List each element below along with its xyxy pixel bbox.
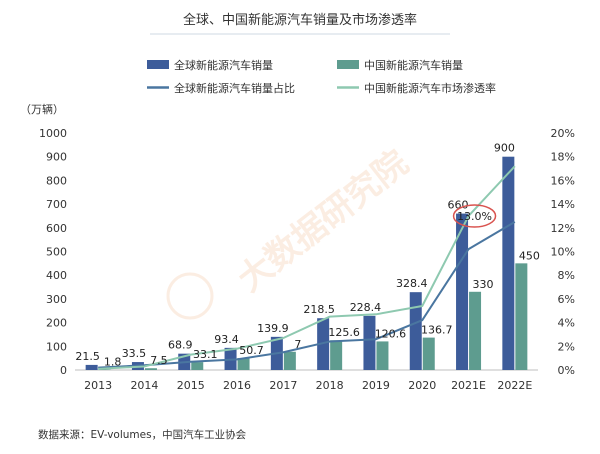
bar-data-label: 68.9: [168, 339, 193, 352]
y-right-tick-label: 14%: [551, 198, 575, 211]
y-right-tick-label: 10%: [551, 246, 575, 259]
bar-data-label: 139.9: [257, 322, 289, 335]
bar-data-label: 218.5: [303, 303, 335, 316]
lines: [98, 165, 516, 370]
bar-china: [283, 351, 296, 370]
y-left-tick-label: 800: [46, 174, 67, 187]
y-right-tick-label: 0%: [558, 364, 575, 377]
line-series-global-share: [98, 221, 516, 369]
bar-data-label: 7.5: [150, 354, 168, 367]
bar-data-label: 33.5: [122, 347, 147, 360]
y-right-tick-label: 16%: [551, 174, 575, 187]
bar-data-label: 125.6: [328, 326, 360, 339]
bar-china: [376, 341, 389, 370]
bar-data-label: 660: [448, 199, 469, 212]
bar-global: [363, 315, 376, 370]
bar-china: [422, 337, 435, 370]
chart-title: 全球、中国新能源汽车销量及市场渗透率: [183, 12, 417, 28]
y-left-tick-label: 500: [46, 246, 67, 259]
y-right-tick-label: 18%: [551, 151, 575, 164]
bar-data-label: 7: [294, 338, 301, 351]
y-left-tick-label: 200: [46, 317, 67, 330]
x-tick-label: 2022E: [497, 379, 532, 392]
legend-label: 全球新能源汽车销量: [174, 58, 273, 72]
bar-global: [85, 364, 98, 370]
bars: [85, 156, 528, 370]
bar-china: [144, 368, 157, 370]
y-left-tick-label: 0: [60, 364, 67, 377]
bar-china: [237, 357, 250, 370]
x-tick-label: 2018: [316, 379, 344, 392]
x-tick-label: 2014: [130, 379, 158, 392]
y-right-tick-label: 8%: [558, 269, 575, 282]
bar-global: [317, 318, 330, 370]
x-tick-label: 2016: [223, 379, 251, 392]
bar-data-label: 450: [519, 249, 540, 262]
watermark-logo-icon: [166, 272, 214, 320]
x-tick-label: 2020: [408, 379, 436, 392]
bar-china: [191, 362, 204, 370]
watermark-text: 大数据研究院: [231, 143, 416, 300]
legend-swatch: [337, 60, 359, 69]
bar-data-label: 50.7: [239, 344, 264, 357]
x-tick-label: 2021E: [451, 379, 486, 392]
y-left-tick-label: 900: [46, 151, 67, 164]
legend-label: 全球新能源汽车销量占比: [174, 81, 295, 95]
bar-data-label: 93.4: [214, 333, 239, 346]
y-left-tick-label: 600: [46, 222, 67, 235]
annotation-circle: [452, 204, 497, 228]
bar-china: [330, 340, 343, 370]
bar-data-label: 120.6: [375, 327, 407, 340]
watermark: 大数据研究院: [166, 143, 416, 320]
bar-data-label: 900: [494, 142, 515, 155]
source-note: 数据来源：EV-volumes，中国汽车工业协会: [38, 428, 247, 441]
legend-label: 中国新能源汽车市场渗透率: [364, 81, 496, 95]
y-left-tick-label: 400: [46, 269, 67, 282]
y-right-tick-label: 4%: [558, 317, 575, 330]
y-left-tick-label: 1000: [39, 127, 67, 140]
bar-global: [409, 292, 422, 370]
bar-data-label: 328.4: [396, 277, 428, 290]
y-right-tick-label: 2%: [558, 340, 575, 353]
bar-data-label: 21.5: [75, 350, 100, 363]
y-left-tick-label: 300: [46, 293, 67, 306]
bar-china: [515, 263, 528, 370]
legend-swatch: [147, 60, 169, 69]
y-axis-unit-label: （万辆）: [20, 102, 64, 116]
data-labels: 21.5 33.5 68.9 93.4 139.9 218.5 228.4 328.4 660 9…: [75, 142, 539, 369]
annotation: 13.0%: [452, 204, 497, 228]
x-tick-label: 2015: [177, 379, 205, 392]
line-series-china-penetration: [98, 165, 516, 370]
bar-data-label: 136.7: [421, 324, 453, 337]
y-left-tick-label: 700: [46, 198, 67, 211]
bar-data-label: 33.1: [193, 348, 218, 361]
bar-data-label: 330: [473, 278, 494, 291]
annotation-label: 13.0%: [457, 210, 492, 223]
bar-data-label: 1.8: [104, 356, 122, 369]
x-tick-label: 2013: [84, 379, 112, 392]
x-tick-label: 2017: [269, 379, 297, 392]
y-right-tick-label: 12%: [551, 222, 575, 235]
axes: 0 100 200 300 400 500 600 700 800 900 1000 0% 2% 4% 6%…: [39, 127, 575, 392]
bar-data-label: 228.4: [350, 301, 382, 314]
y-right-tick-label: 6%: [558, 293, 575, 306]
bar-china: [469, 291, 482, 370]
x-tick-label: 2019: [362, 379, 390, 392]
legend-label: 中国新能源汽车销量: [364, 58, 463, 72]
y-left-tick-label: 100: [46, 340, 67, 353]
bar-global: [502, 156, 515, 370]
y-right-tick-label: 20%: [551, 127, 575, 140]
